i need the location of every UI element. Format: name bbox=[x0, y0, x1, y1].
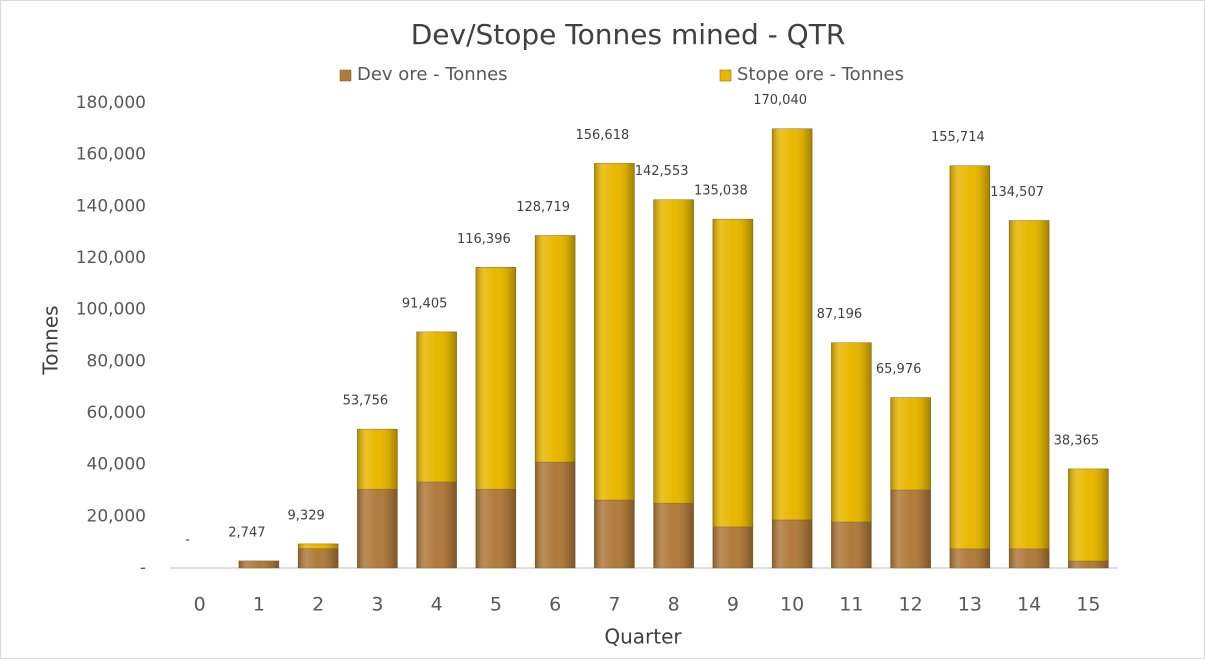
bar-shade bbox=[712, 219, 753, 527]
x-tick-label: 6 bbox=[549, 594, 561, 616]
x-tick-label: 7 bbox=[608, 594, 620, 616]
bar-shade bbox=[949, 548, 990, 568]
bar-shade bbox=[890, 397, 931, 490]
legend-label: Dev ore - Tonnes bbox=[357, 64, 508, 85]
bar-shade bbox=[594, 163, 635, 501]
legend-label: Stope ore - Tonnes bbox=[737, 64, 904, 85]
data-label: 53,756 bbox=[343, 394, 389, 409]
x-tick-label: 2 bbox=[312, 594, 324, 616]
y-axis-label: Tonnes bbox=[39, 305, 63, 375]
x-tick-label: 13 bbox=[958, 594, 982, 616]
data-label: - bbox=[185, 533, 190, 548]
x-tick-label: 1 bbox=[253, 594, 265, 616]
bar-shade bbox=[1009, 220, 1050, 549]
x-axis-label: Quarter bbox=[604, 625, 682, 649]
legend-swatch bbox=[719, 69, 732, 82]
data-label: 135,038 bbox=[694, 184, 748, 199]
bar-shade bbox=[712, 526, 753, 568]
x-tick-label: 4 bbox=[431, 594, 443, 616]
data-label: 155,714 bbox=[931, 130, 985, 145]
x-tick-label: 5 bbox=[490, 594, 502, 616]
bar-shade bbox=[1009, 548, 1050, 568]
y-tick-label: 140,000 bbox=[76, 196, 146, 216]
chart-title: Dev/Stope Tonnes mined - QTR bbox=[411, 18, 846, 51]
data-label: 170,040 bbox=[753, 93, 807, 108]
y-tick-label: 40,000 bbox=[87, 455, 146, 475]
y-tick-label: - bbox=[140, 558, 146, 578]
bar-shade bbox=[772, 128, 813, 520]
data-label: 156,618 bbox=[575, 128, 629, 143]
bar-shade bbox=[1068, 468, 1109, 562]
bar-shade bbox=[298, 548, 339, 568]
bar-shade bbox=[831, 342, 872, 523]
y-tick-label: 20,000 bbox=[87, 506, 146, 526]
y-tick-label: 60,000 bbox=[87, 403, 146, 423]
data-label: 87,196 bbox=[817, 307, 863, 322]
y-tick-label: 180,000 bbox=[76, 93, 146, 113]
data-label: 65,976 bbox=[876, 362, 922, 377]
bar-shade bbox=[653, 503, 694, 568]
y-tick-label: 120,000 bbox=[76, 248, 146, 268]
data-label: 128,719 bbox=[516, 200, 570, 215]
data-label: 38,365 bbox=[1054, 433, 1100, 448]
x-tick-label: 8 bbox=[668, 594, 680, 616]
x-tick-label: 10 bbox=[780, 594, 804, 616]
x-tick-label: 11 bbox=[839, 594, 863, 616]
x-tick-label: 0 bbox=[194, 594, 206, 616]
data-label: 2,747 bbox=[228, 525, 265, 540]
x-tick-label: 14 bbox=[1017, 594, 1041, 616]
y-tick-label: 100,000 bbox=[76, 300, 146, 320]
bar-shade bbox=[535, 235, 576, 463]
data-label: 9,329 bbox=[288, 508, 325, 523]
bar-shade bbox=[949, 165, 990, 549]
bar-shade bbox=[298, 543, 339, 549]
bar-shade bbox=[831, 522, 872, 568]
bar-shade bbox=[357, 429, 398, 490]
bar-shade bbox=[475, 267, 516, 490]
x-tick-label: 9 bbox=[727, 594, 739, 616]
y-tick-label: 160,000 bbox=[76, 145, 146, 165]
legend-swatch bbox=[339, 69, 352, 82]
bar-shade bbox=[772, 519, 813, 568]
data-label: 134,507 bbox=[990, 185, 1044, 200]
bar-shade bbox=[416, 331, 457, 482]
y-tick-label: 80,000 bbox=[87, 351, 146, 371]
x-tick-label: 3 bbox=[371, 594, 383, 616]
bar-shade bbox=[238, 560, 279, 568]
bar-shade bbox=[890, 489, 931, 568]
bar-shade bbox=[594, 500, 635, 568]
bar-shade bbox=[653, 199, 694, 504]
bar-shade bbox=[357, 489, 398, 568]
bar-shade bbox=[1068, 561, 1109, 568]
bar-shade bbox=[475, 489, 516, 568]
data-label: 142,553 bbox=[635, 164, 689, 179]
data-label: 116,396 bbox=[457, 232, 511, 247]
data-label: 91,405 bbox=[402, 296, 448, 311]
bar-shade bbox=[416, 481, 457, 568]
bar-shade bbox=[535, 462, 576, 568]
x-tick-label: 15 bbox=[1076, 594, 1100, 616]
x-tick-label: 12 bbox=[899, 594, 923, 616]
